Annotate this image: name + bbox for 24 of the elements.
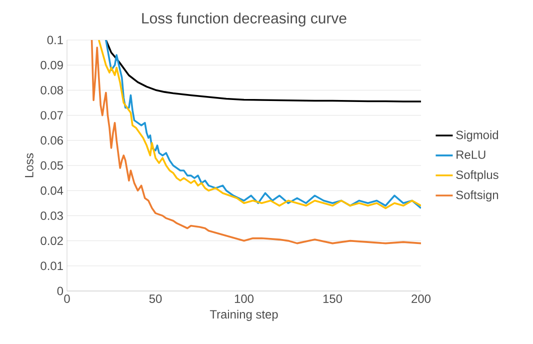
x-tick-label: 200 (412, 294, 431, 303)
y-axis-title: Loss (25, 153, 34, 178)
y-tick-label: 0.06 (40, 136, 63, 145)
legend-label: Sigmoid (456, 130, 498, 142)
y-tick-label: 0.1 (47, 36, 63, 44)
x-tick-label: 100 (234, 294, 254, 303)
x-tick-label: 0 (64, 294, 70, 303)
x-tick-label: 150 (323, 294, 342, 303)
y-tick-label: 0.09 (40, 60, 63, 70)
x-axis-title: Training step (210, 310, 278, 321)
y-tick-label: 0.07 (40, 111, 63, 120)
y-tick-label: 0.01 (40, 262, 63, 270)
legend-label: Softsign (456, 190, 498, 202)
y-tick-label: 0.04 (40, 186, 64, 195)
y-tick-label: 0.08 (40, 86, 63, 94)
y-tick-label: 0.02 (40, 236, 63, 246)
x-tick-label: 50 (149, 294, 162, 303)
y-tick-label: 0.05 (40, 161, 63, 170)
legend-label: Softplus (456, 170, 498, 182)
line-series (90, 40, 422, 244)
y-tick-label: 0.03 (40, 211, 63, 220)
legend-label: ReLU (456, 150, 486, 159)
y-tick-label: 0 (57, 286, 64, 296)
chart-title: Loss function decreasing curve (142, 12, 346, 26)
